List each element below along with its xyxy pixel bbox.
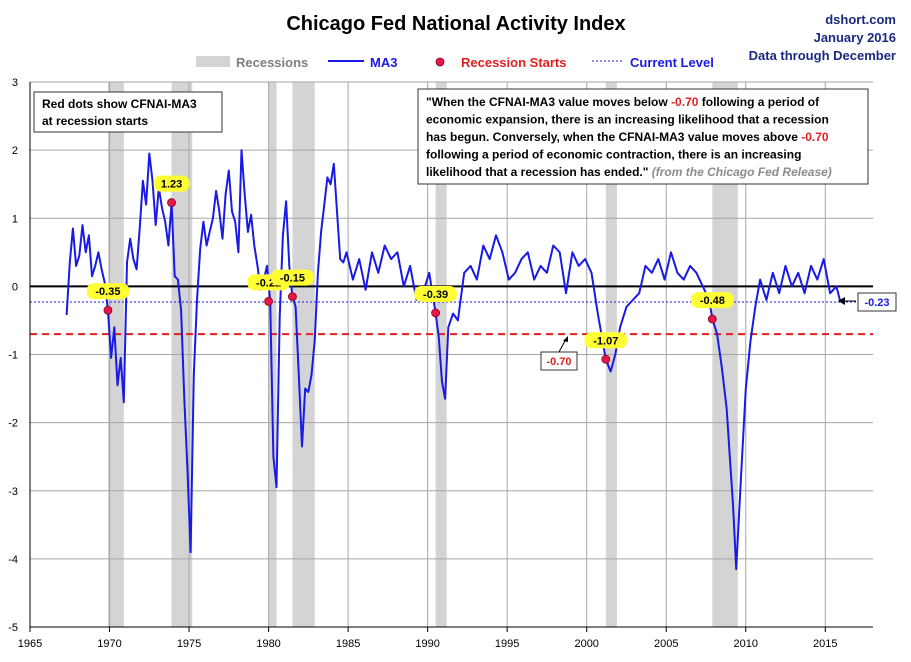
y-tick-label: 2 <box>12 145 18 157</box>
quote-line-3: has begun. Conversely, when the CFNAI-MA… <box>426 130 829 144</box>
threshold-label-arrowhead <box>563 336 568 342</box>
y-tick-label: 1 <box>12 213 18 225</box>
x-tick-label: 2005 <box>654 638 678 650</box>
point-label-5: -0.39 <box>423 289 448 301</box>
axes: -5 -4 -3 -2 -1 0 1 2 3 1965 1970 1975 1980 1985 1990 19… <box>8 77 873 650</box>
x-tick-label: 1965 <box>18 638 42 650</box>
y-tick-label: 0 <box>12 281 18 293</box>
legend-recessions: Recessions <box>236 55 308 70</box>
point-label-1: -0.35 <box>95 286 120 298</box>
current-label-frame <box>857 292 897 312</box>
x-tick-label: 1985 <box>336 638 360 650</box>
quote-segment: economic expansion, there is an increasi… <box>426 113 829 127</box>
quote-segment: (from the Chicago Fed Release) <box>652 165 832 179</box>
point-label-2: 1.23 <box>161 179 182 191</box>
quote-line-4: following a period of economic contracti… <box>426 148 801 162</box>
point-label-bg-6 <box>584 332 628 349</box>
quote-box-frame <box>417 88 869 185</box>
quote-line-5: likelihood that a recession has ended." … <box>426 165 832 179</box>
point-label-7: -0.48 <box>700 295 725 307</box>
x-tick-label: 2010 <box>734 638 758 650</box>
note-left-line-1: Red dots show CFNAI-MA3 <box>42 97 197 111</box>
current-label: -0.23 <box>864 297 889 309</box>
recession-start-point-6 <box>601 354 611 364</box>
quote-segment: following a period of <box>698 95 820 109</box>
y-tick-label: -4 <box>8 554 18 566</box>
recession-start-point-3 <box>264 296 273 306</box>
recession-start-point-7 <box>707 314 717 324</box>
quote-line-2: economic expansion, there is an increasi… <box>426 113 829 127</box>
x-tick-label: 2000 <box>574 638 598 650</box>
legend-recession-swatch <box>196 56 230 67</box>
recession-start-point-4 <box>288 292 297 301</box>
x-tick-label: 1980 <box>256 638 280 650</box>
quote-segment: -0.70 <box>801 130 829 144</box>
x-tick-label: 1975 <box>177 638 201 650</box>
threshold-label: -0.70 <box>546 356 571 368</box>
chart-title: Chicago Fed National Activity Index <box>286 13 625 35</box>
recession-start-point-5 <box>431 308 440 318</box>
date-label: January 2016 <box>814 30 896 45</box>
quote-box: "When the CFNAI-MA3 value moves below -0… <box>417 88 869 185</box>
recession-start-point-1 <box>103 305 113 315</box>
point-label-4: -0.15 <box>280 273 305 285</box>
quote-line-1: "When the CFNAI-MA3 value moves below -0… <box>426 95 820 109</box>
point-label-bg-1 <box>86 283 130 300</box>
point-label-6: -1.07 <box>593 335 618 347</box>
legend-current: Current Level <box>630 55 714 70</box>
quote-segment: has begun. Conversely, when the CFNAI-MA… <box>426 130 801 144</box>
note-left: Red dots show CFNAI-MA3 at recession sta… <box>33 91 223 133</box>
note-left-line-2: at recession starts <box>42 114 148 128</box>
quote-segment: -0.70 <box>671 95 699 109</box>
quote-segment: likelihood that a recession has ended." <box>426 165 652 179</box>
point-label-bg-5 <box>414 285 457 302</box>
legend-starts-swatch <box>435 57 445 67</box>
y-tick-label: -5 <box>8 622 18 634</box>
data-through-label: Data through December <box>749 48 896 63</box>
x-tick-label: 1990 <box>415 638 439 650</box>
point-label-bg-7 <box>691 292 734 309</box>
y-tick-label: -1 <box>8 350 18 362</box>
y-tick-label: 3 <box>12 77 18 89</box>
legend: Recessions MA3 Recession Starts Current … <box>196 55 714 70</box>
recession-start-points: -0.351.23-0.22-0.15-0.39-1.07-0.48 <box>86 175 734 364</box>
note-left-box <box>33 91 223 133</box>
quote-segment: "When the CFNAI-MA3 value moves below <box>426 95 671 109</box>
y-tick-label: -3 <box>8 486 18 498</box>
x-tick-label: 1970 <box>97 638 121 650</box>
threshold-label-box: -0.70 <box>540 336 578 371</box>
legend-ma3: MA3 <box>370 55 397 70</box>
grid <box>30 81 873 628</box>
quote-text: "When the CFNAI-MA3 value moves below -0… <box>426 95 832 179</box>
point-label-bg-2 <box>153 175 190 192</box>
legend-starts: Recession Starts <box>461 55 567 70</box>
source-label: dshort.com <box>825 12 896 27</box>
y-tick-label: -2 <box>8 418 18 430</box>
recession-start-point-2 <box>167 198 176 207</box>
quote-segment: following a period of economic contracti… <box>426 148 801 162</box>
x-tick-label: 1995 <box>495 638 519 650</box>
current-label-arrowhead <box>838 297 845 305</box>
current-label-box: -0.23 <box>838 292 897 312</box>
x-tick-label: 2015 <box>813 638 837 650</box>
point-label-bg-4 <box>271 269 314 286</box>
